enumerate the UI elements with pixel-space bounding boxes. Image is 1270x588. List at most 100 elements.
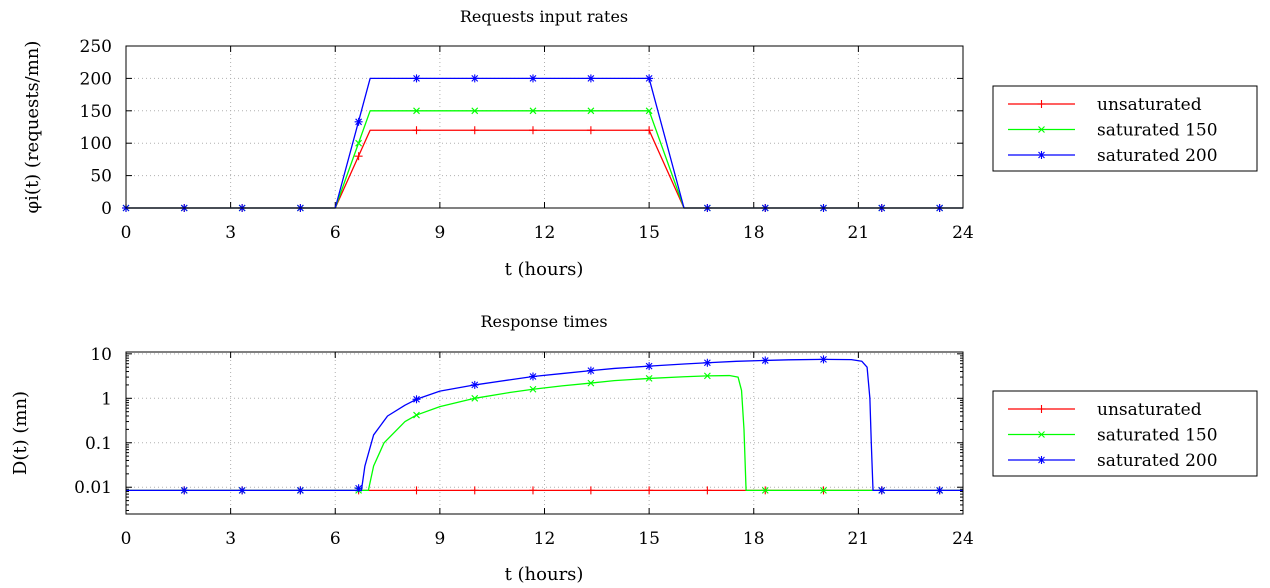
- data-point: [877, 486, 886, 495]
- ticks: 0 3 6 9 12 15 18 21 24 0.01 0.1 1 10: [74, 345, 974, 549]
- data-point: [586, 74, 595, 83]
- data-point: [355, 139, 363, 147]
- plot-frame: [125, 351, 964, 515]
- legend-entry: saturated 200: [1008, 146, 1218, 166]
- x-tick-label: 18: [743, 529, 765, 549]
- data-point: [587, 107, 595, 115]
- x-tick-label: 3: [225, 529, 236, 549]
- data-point: [238, 486, 247, 495]
- series-line: [126, 77, 963, 209]
- x-tick-label: 12: [534, 223, 556, 243]
- x-axis-label: t (hours): [505, 564, 584, 584]
- data-point: [819, 355, 828, 364]
- data-point: [412, 486, 421, 495]
- legend-marker: [1037, 456, 1046, 464]
- data-point: [470, 486, 479, 495]
- data-point: [703, 372, 711, 380]
- chart-response-times: Response times 0 3 6 9 12 15 18 21 240.010.1110 …: [10, 312, 1258, 585]
- data-point: [412, 74, 421, 83]
- data-point: [470, 126, 479, 135]
- data-point: [529, 385, 537, 393]
- data-point: [586, 486, 595, 495]
- y-tick-label: 100: [80, 134, 112, 154]
- x-tick-label: 6: [330, 529, 341, 549]
- x-tick-label: 18: [743, 223, 765, 243]
- x-tick-label: 15: [638, 223, 660, 243]
- legend-marker: [1038, 431, 1045, 438]
- y-tick-label: 50: [90, 167, 112, 187]
- data-point: [470, 380, 479, 389]
- grid: [126, 46, 963, 208]
- legend: unsaturated saturated 150 saturated 200: [992, 85, 1258, 172]
- y-axis-label: D(t) (mn): [10, 391, 31, 475]
- series-layer: [126, 355, 963, 495]
- x-axis-label: t (hours): [505, 259, 584, 280]
- series-saturated-200: [126, 355, 963, 495]
- data-point: [645, 126, 654, 135]
- y-tick-label: 0.01: [74, 478, 112, 498]
- legend-items: unsaturated saturated 150 saturated 200: [1008, 400, 1218, 471]
- data-point: [354, 152, 363, 161]
- data-point: [413, 107, 420, 115]
- legend-entry: unsaturated: [1008, 400, 1202, 420]
- legend-marker: [1037, 100, 1046, 108]
- y-tick-label: 0: [101, 199, 112, 219]
- chart-title: Response times: [480, 312, 607, 331]
- data-point: [471, 107, 479, 115]
- data-point: [645, 107, 653, 115]
- data-point: [761, 356, 770, 365]
- x-tick-label: 0: [121, 529, 132, 549]
- data-point: [645, 375, 653, 382]
- legend-marker: [1037, 151, 1046, 159]
- data-point: [703, 358, 712, 367]
- x-tick-label: 21: [848, 223, 870, 243]
- chart-title: Requests input rates: [460, 7, 628, 26]
- x-tick-label: 3: [225, 223, 236, 243]
- legend: unsaturated saturated 150 saturated 200: [992, 390, 1258, 477]
- series-line: [126, 129, 963, 209]
- x-tick-label: 6: [330, 223, 341, 243]
- grid: [126, 352, 963, 514]
- legend-label: saturated 150: [1097, 426, 1218, 446]
- y-tick-label: 150: [80, 102, 112, 122]
- data-point: [935, 486, 944, 495]
- legend-entry: saturated 150: [1008, 426, 1218, 446]
- data-point: [412, 395, 421, 404]
- data-point: [413, 411, 420, 419]
- plot-frame: [125, 45, 964, 209]
- legend-label: saturated 200: [1097, 146, 1218, 166]
- x-tick-label: 9: [434, 529, 445, 549]
- y-axis-label: φi(t) (requests/mn): [22, 41, 43, 214]
- legend-items: unsaturated saturated 150 saturated 200: [1008, 95, 1218, 166]
- legend-marker: [1038, 126, 1045, 133]
- legend-box: [992, 390, 1258, 477]
- data-point: [645, 74, 654, 83]
- legend-entry: saturated 200: [1008, 451, 1218, 471]
- series-saturated-150: [122, 107, 963, 212]
- legend-label: saturated 150: [1097, 121, 1218, 141]
- y-tick-label: 200: [80, 69, 112, 89]
- data-point: [354, 117, 363, 126]
- x-tick-label: 12: [534, 529, 556, 549]
- data-point: [586, 126, 595, 135]
- legend-label: unsaturated: [1097, 95, 1202, 115]
- data-point: [703, 486, 712, 495]
- series-line: [126, 110, 963, 209]
- data-point: [470, 74, 479, 83]
- x-tick-label: 9: [434, 223, 445, 243]
- data-point: [528, 74, 537, 83]
- x-tick-label: 0: [121, 223, 132, 243]
- data-point: [528, 126, 537, 135]
- series-saturated-150: [126, 372, 963, 494]
- data-point: [471, 394, 479, 402]
- x-tick-label: 24: [952, 529, 974, 549]
- series-line: [126, 374, 963, 492]
- series-line: [126, 358, 963, 492]
- data-point: [645, 486, 654, 495]
- x-tick-label: 21: [848, 529, 870, 549]
- data-point: [412, 126, 421, 135]
- legend-marker: [1037, 405, 1046, 413]
- data-point: [587, 379, 595, 387]
